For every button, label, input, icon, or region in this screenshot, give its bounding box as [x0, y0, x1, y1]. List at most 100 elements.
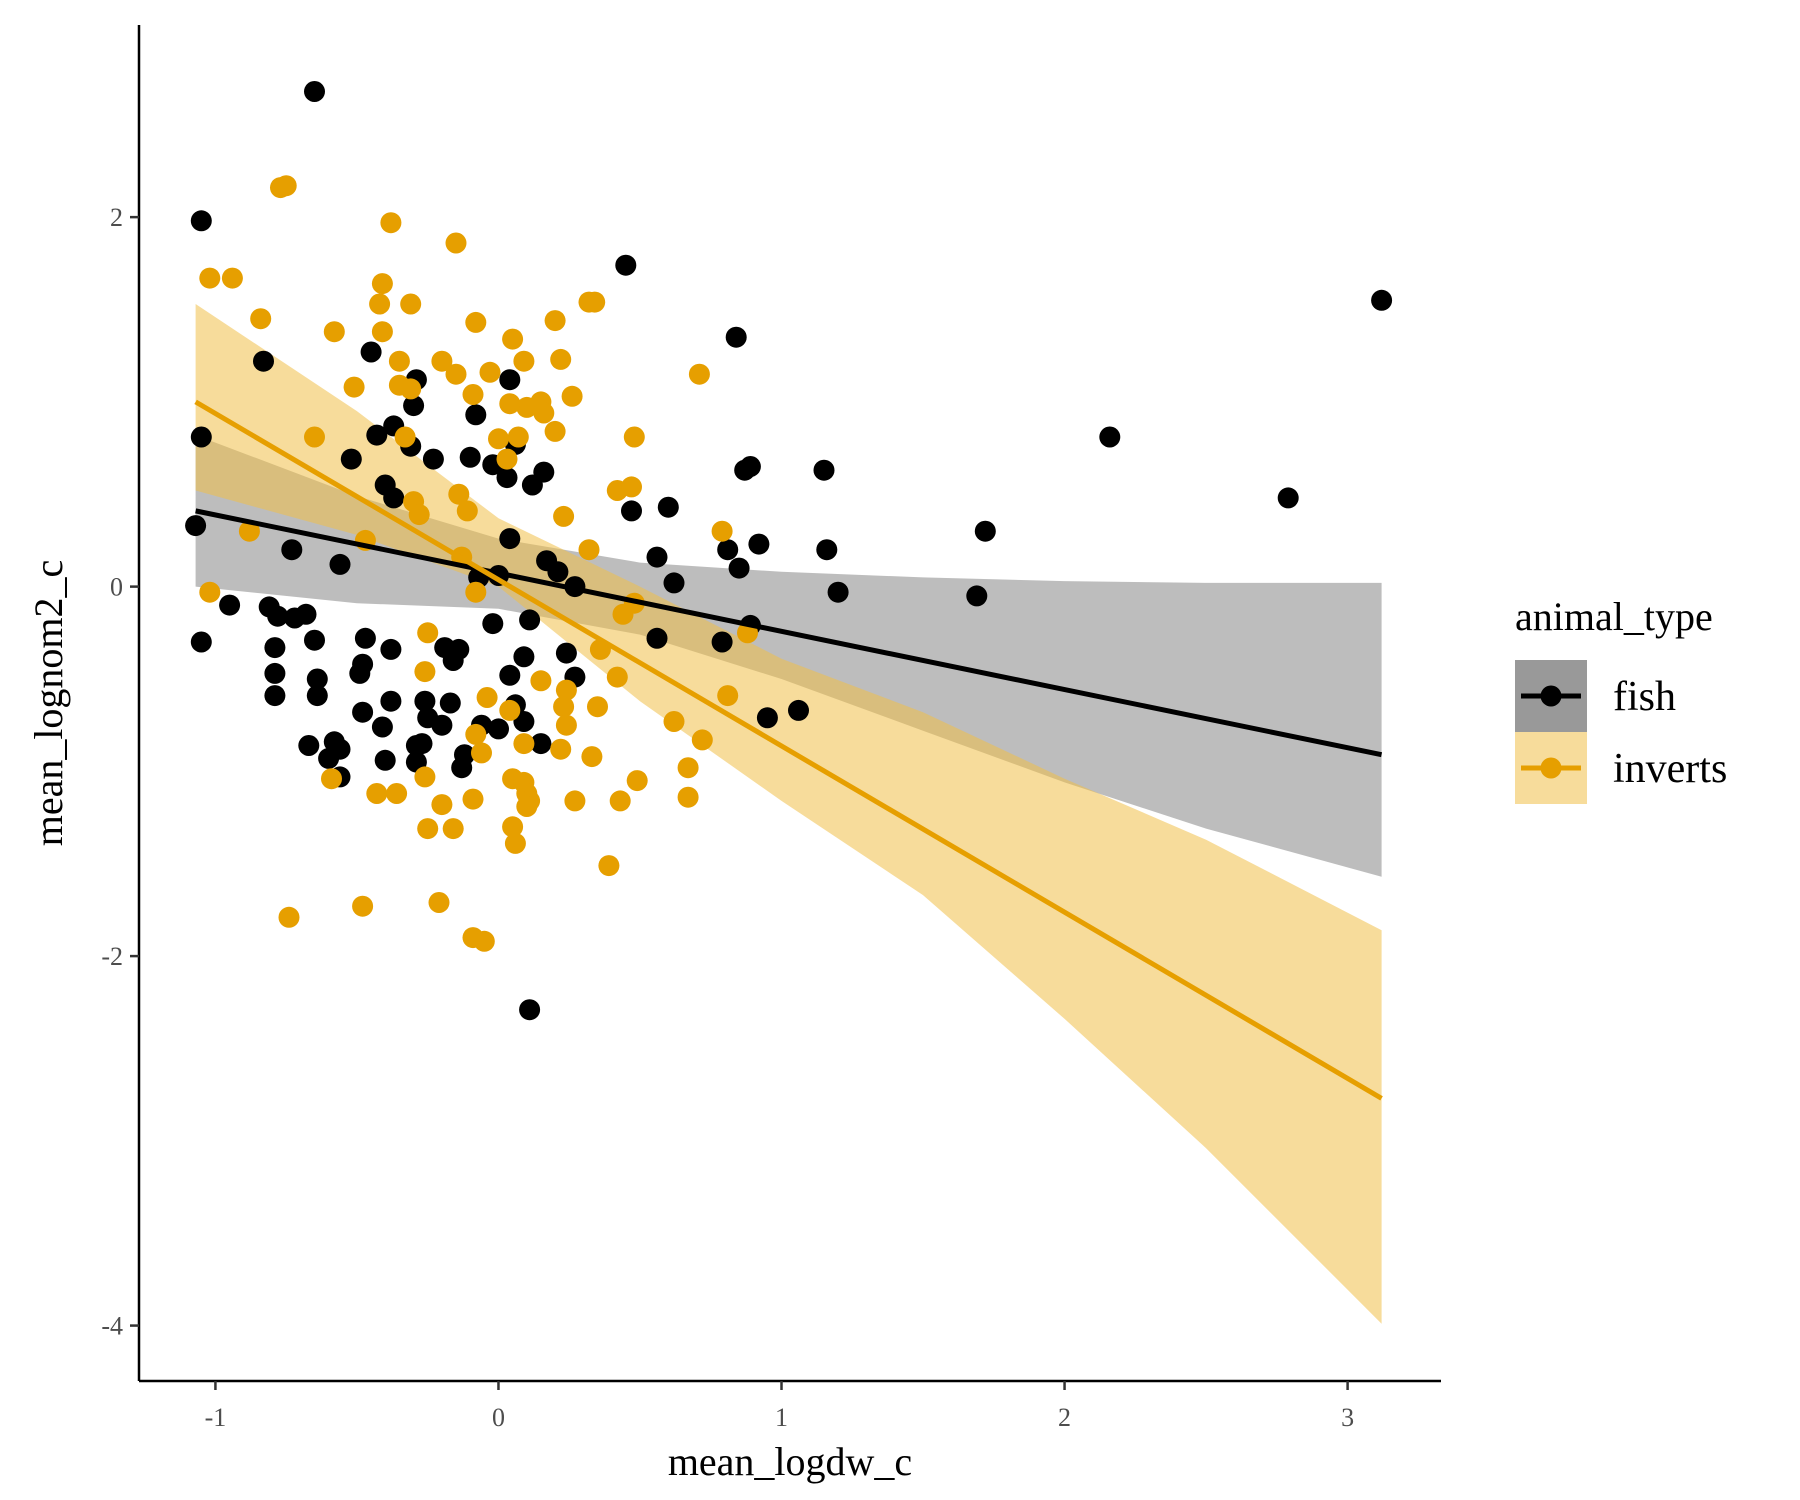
inverts-point — [380, 212, 402, 234]
inverts-point — [462, 788, 484, 810]
inverts-point — [581, 746, 603, 768]
data-points — [185, 81, 1393, 1021]
fish-point — [1277, 487, 1299, 509]
fish-point — [306, 668, 328, 690]
fish-point — [621, 500, 642, 522]
inverts-point — [431, 350, 453, 372]
fish-point — [431, 714, 453, 736]
inverts-point — [578, 539, 600, 561]
fish-point — [253, 350, 274, 372]
fish-point — [728, 557, 750, 579]
fish-point — [748, 533, 770, 555]
legend-point-fish — [1540, 685, 1562, 707]
x-tick-label: 3 — [1341, 1403, 1354, 1432]
fish-point — [734, 459, 756, 481]
fish-point — [725, 326, 747, 348]
fish-point — [371, 716, 393, 738]
fish-point — [439, 692, 461, 714]
fish-fit-line — [195, 508, 1383, 758]
y-axis-title: mean_lognom2_c — [26, 560, 71, 847]
fish-point — [304, 629, 325, 651]
inverts-point — [442, 818, 464, 840]
inverts-point — [626, 770, 648, 792]
x-tick-label: 1 — [775, 1403, 788, 1432]
fish-point — [513, 646, 535, 668]
fish-point — [354, 627, 376, 649]
fish-point — [499, 528, 521, 550]
x-axis-title: mean_logdw_c — [668, 1439, 912, 1484]
y-tick-label: 0 — [110, 573, 123, 602]
inverts-point — [408, 504, 430, 526]
inverts-point — [304, 426, 325, 448]
inverts-point — [533, 402, 555, 424]
fish-point — [827, 581, 849, 603]
inverts-point — [414, 766, 436, 788]
inverts-point — [371, 321, 393, 343]
inverts-point — [587, 696, 608, 718]
inverts-point — [388, 350, 410, 372]
legend-item-inverts: inverts — [1515, 732, 1727, 804]
fish-point — [646, 546, 668, 568]
inverts-point — [462, 384, 484, 405]
inverts-point — [584, 291, 606, 313]
inverts-point — [544, 310, 566, 332]
inverts-point — [677, 757, 699, 779]
inverts-point — [711, 520, 733, 542]
inverts-point — [499, 699, 521, 721]
fish-point — [519, 999, 541, 1021]
fish-point — [756, 707, 778, 729]
inverts-point — [544, 420, 566, 442]
inverts-point — [550, 348, 572, 370]
fish-point — [298, 735, 320, 756]
fish-point — [816, 539, 838, 561]
inverts-point — [606, 666, 628, 688]
fish-point — [482, 613, 504, 635]
inverts-point — [553, 696, 575, 718]
fish-point — [411, 733, 433, 755]
inverts-point — [488, 428, 509, 450]
fish-point — [360, 341, 382, 363]
fish-point — [190, 210, 212, 232]
legend-title: animal_type — [1515, 594, 1713, 639]
fish-point — [318, 747, 340, 769]
confidence-bands — [195, 304, 1382, 1324]
inverts-point — [621, 476, 642, 498]
fish-point — [383, 487, 405, 509]
inverts-fit-line — [194, 399, 1383, 1101]
inverts-point — [663, 711, 685, 732]
fish-point — [366, 424, 388, 446]
inverts-point — [504, 832, 526, 854]
fish-point — [422, 448, 444, 470]
inverts-point — [564, 790, 586, 812]
inverts-point — [448, 483, 470, 505]
fish-point — [459, 446, 481, 468]
legend-item-fish: fish — [1515, 660, 1676, 732]
fish-point — [499, 664, 521, 686]
fish-point — [403, 395, 425, 417]
fish-point — [190, 631, 212, 653]
fish-point — [1371, 289, 1393, 311]
inverts-point — [431, 794, 453, 816]
inverts-point — [555, 679, 577, 701]
fish-point — [374, 749, 396, 771]
x-tick-label: 2 — [1058, 1403, 1071, 1432]
inverts-point — [502, 328, 524, 350]
fish-point — [717, 539, 739, 561]
fish-point — [349, 662, 371, 684]
inverts-point — [717, 685, 739, 707]
fish-point — [304, 81, 325, 102]
inverts-point — [238, 520, 260, 542]
inverts-point — [609, 790, 631, 812]
fish-point — [442, 650, 464, 671]
inverts-point — [677, 786, 699, 808]
inverts-point — [428, 892, 450, 913]
inverts-confidence-band — [195, 304, 1382, 1324]
inverts-point — [598, 855, 620, 877]
regression-lines — [194, 399, 1383, 1101]
y-tick-label: 2 — [110, 203, 123, 232]
inverts-point — [555, 714, 577, 736]
inverts-point — [465, 581, 487, 603]
fish-point — [380, 638, 402, 660]
inverts-point — [561, 385, 583, 407]
